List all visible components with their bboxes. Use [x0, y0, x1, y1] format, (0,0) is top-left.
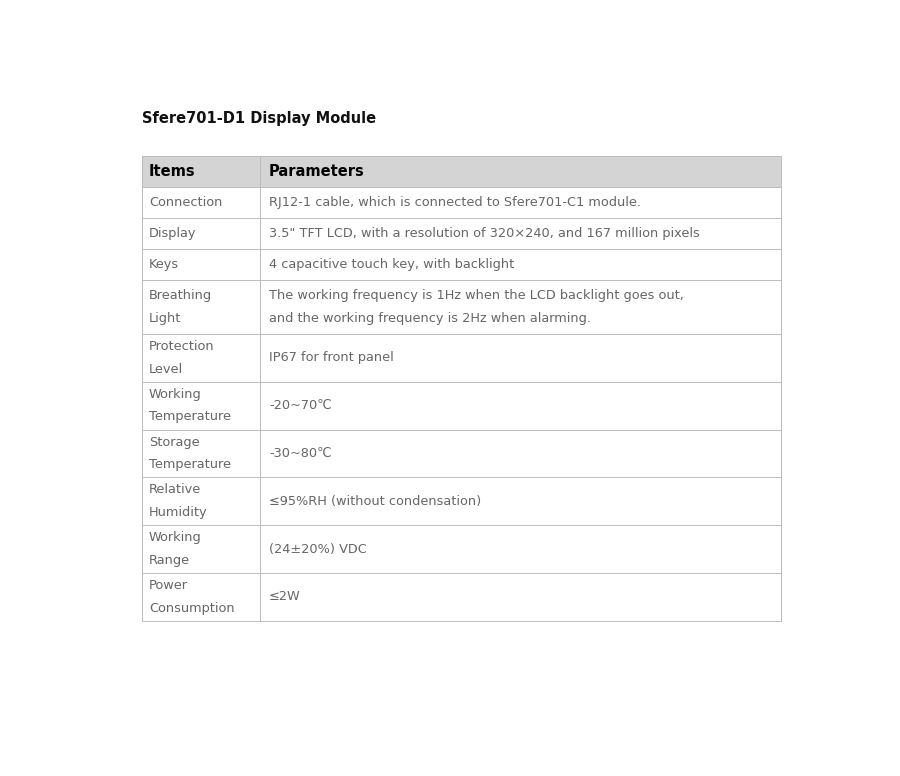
- Bar: [142, 249, 780, 280]
- Text: ≤95%RH (without condensation): ≤95%RH (without condensation): [269, 495, 482, 508]
- Text: Storage: Storage: [148, 435, 200, 449]
- Text: Display: Display: [148, 227, 196, 240]
- Bar: [142, 249, 780, 280]
- Text: Relative: Relative: [148, 483, 201, 497]
- Text: Power: Power: [148, 579, 188, 592]
- Bar: [142, 430, 780, 477]
- Bar: [142, 525, 780, 573]
- Bar: [142, 573, 780, 621]
- Text: (24±20%) VDC: (24±20%) VDC: [269, 542, 367, 556]
- Text: and the working frequency is 2Hz when alarming.: and the working frequency is 2Hz when al…: [269, 312, 591, 325]
- Text: Keys: Keys: [148, 258, 179, 271]
- Bar: [142, 218, 780, 249]
- Bar: [142, 477, 780, 525]
- Text: Range: Range: [148, 554, 190, 567]
- Bar: [142, 382, 780, 430]
- Bar: [142, 218, 780, 249]
- Bar: [142, 280, 780, 334]
- Bar: [142, 156, 780, 187]
- Text: Temperature: Temperature: [148, 459, 230, 471]
- Text: -30~80℃: -30~80℃: [269, 447, 332, 460]
- Text: Protection: Protection: [148, 340, 214, 353]
- Text: Consumption: Consumption: [148, 601, 234, 615]
- Text: The working frequency is 1Hz when the LCD backlight goes out,: The working frequency is 1Hz when the LC…: [269, 289, 684, 302]
- Text: Working: Working: [148, 532, 202, 544]
- Bar: [142, 187, 780, 218]
- Bar: [142, 430, 780, 477]
- Bar: [142, 187, 780, 218]
- Text: 3.5" TFT LCD, with a resolution of 320×240, and 167 million pixels: 3.5" TFT LCD, with a resolution of 320×2…: [269, 227, 700, 240]
- Text: Breathing: Breathing: [148, 289, 211, 302]
- Bar: [142, 573, 780, 621]
- Text: IP67 for front panel: IP67 for front panel: [269, 352, 394, 364]
- Text: Working: Working: [148, 388, 202, 400]
- Text: 4 capacitive touch key, with backlight: 4 capacitive touch key, with backlight: [269, 258, 514, 271]
- Bar: [142, 280, 780, 334]
- Text: Sfere701-D1 Display Module: Sfere701-D1 Display Module: [142, 111, 376, 126]
- Text: -20~70℃: -20~70℃: [269, 399, 332, 412]
- Text: Connection: Connection: [148, 196, 222, 209]
- Text: Level: Level: [148, 362, 183, 376]
- Text: ≤2W: ≤2W: [269, 591, 301, 603]
- Bar: [142, 382, 780, 430]
- Text: Items: Items: [148, 164, 195, 179]
- Text: Humidity: Humidity: [148, 506, 207, 519]
- Text: RJ12-1 cable, which is connected to Sfere701-C1 module.: RJ12-1 cable, which is connected to Sfer…: [269, 196, 641, 209]
- Text: Temperature: Temperature: [148, 411, 230, 424]
- Bar: [142, 334, 780, 382]
- Bar: [142, 477, 780, 525]
- Text: Parameters: Parameters: [269, 164, 364, 179]
- Bar: [142, 334, 780, 382]
- Bar: [142, 156, 780, 187]
- Text: Light: Light: [148, 312, 181, 325]
- Bar: [142, 525, 780, 573]
